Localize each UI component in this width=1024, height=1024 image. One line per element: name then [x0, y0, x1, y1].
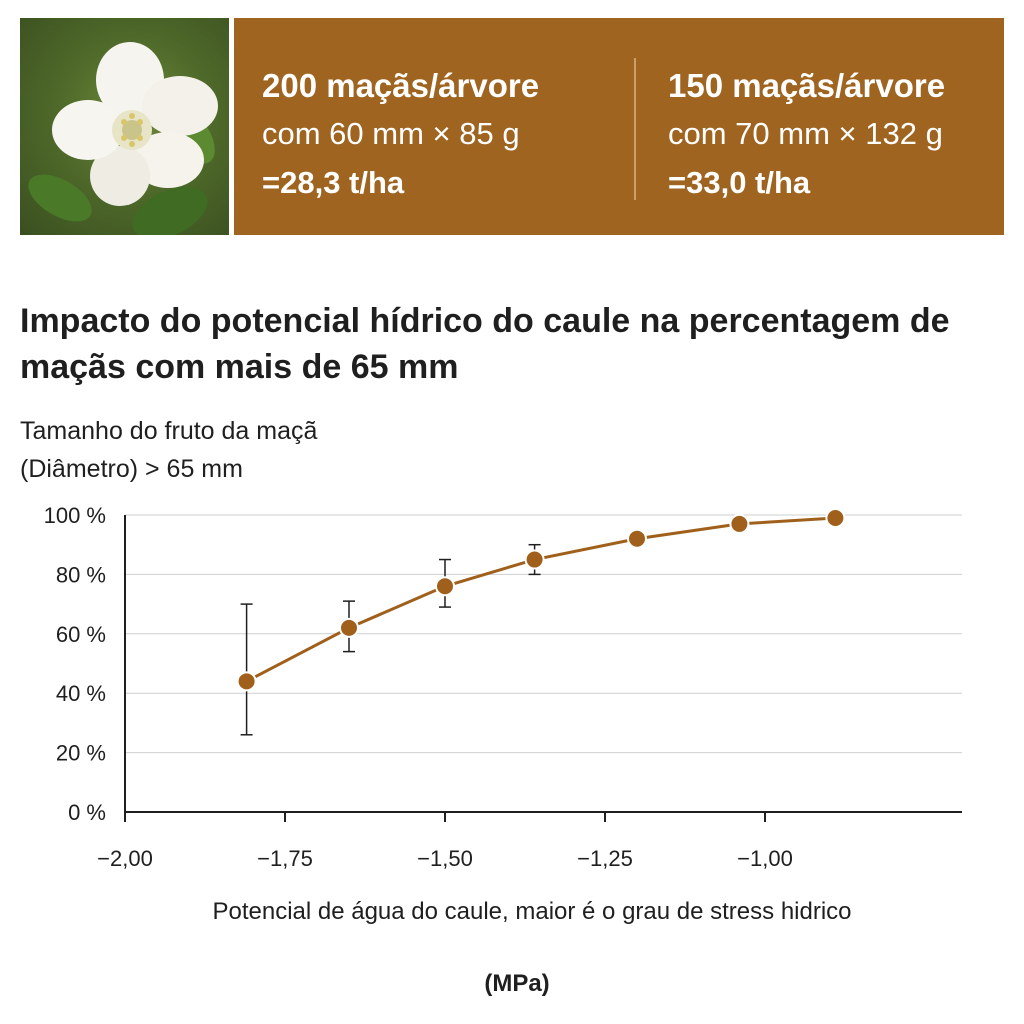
yield-scenario-left: 200 maçãs/árvore com 60 mm × 85 g =28,3 … — [262, 62, 539, 208]
scenario-right-headline: 150 maçãs/árvore — [668, 67, 946, 104]
panel-divider — [634, 58, 636, 200]
x-tick-label: −1,75 — [257, 846, 313, 871]
y-tick-label: 80 % — [56, 562, 106, 587]
y-tick-label: 20 % — [56, 741, 106, 766]
gridlines — [125, 514, 962, 754]
y-tick-label: 100 % — [44, 503, 106, 528]
apple-blossom-icon — [28, 42, 218, 235]
chart-title: Impacto do potencial hídrico do caule na… — [20, 302, 950, 386]
y-axis-label-line-2: (Diâmetro) > 65 mm — [20, 455, 243, 483]
x-tick-label: −1,25 — [577, 846, 633, 871]
y-axis-label-line-1: Tamanho do fruto da maçã — [20, 417, 318, 445]
banner: 200 maçãs/árvore com 60 mm × 85 g =28,3 … — [20, 18, 1004, 235]
data-point — [236, 671, 257, 692]
yield-scenario-right: 150 maçãs/árvore com 70 mm × 132 g =33,0… — [668, 62, 945, 208]
y-axis-label: Tamanho do fruto da maçã (Diâmetro) > 65… — [20, 412, 317, 488]
data-point — [627, 528, 647, 549]
error-bars — [240, 543, 541, 736]
axes — [124, 515, 962, 813]
data-points — [236, 507, 846, 692]
apple-blossom-photo — [20, 18, 229, 235]
data-point — [729, 513, 750, 534]
x-axis-unit: (MPa) — [484, 970, 550, 997]
data-point — [339, 617, 359, 638]
scenario-right-result: =33,0 t/ha — [668, 165, 811, 200]
series-polyline — [245, 516, 836, 683]
y-tick-label: 40 % — [56, 681, 106, 706]
series-line — [245, 516, 836, 683]
data-point — [825, 507, 846, 528]
data-point — [524, 549, 545, 570]
yield-comparison-panel: 200 maçãs/árvore com 60 mm × 85 g =28,3 … — [234, 18, 1004, 235]
data-point — [435, 576, 455, 597]
scenario-right-detail: com 70 mm × 132 g — [668, 116, 943, 151]
x-tick-label: −1,00 — [737, 846, 793, 871]
x-axis-label: Potencial de água do caule, maior é o gr… — [212, 898, 852, 925]
y-tick-label: 60 % — [56, 622, 106, 647]
y-tick-labels: 0 % 20 % 40 % 60 % 80 % 100 % — [44, 503, 106, 825]
x-tick-label: −2,00 — [97, 846, 153, 871]
scenario-left-result: =28,3 t/ha — [262, 165, 405, 200]
x-ticks: −2,00 −1,75 −1,50 −1,25 −1,00 — [97, 812, 793, 871]
scenario-left-headline: 200 maçãs/árvore — [262, 67, 540, 104]
scenario-left-detail: com 60 mm × 85 g — [262, 116, 520, 151]
y-tick-label: 0 % — [68, 800, 106, 825]
error-bar — [240, 603, 253, 736]
x-tick-label: −1,50 — [417, 846, 473, 871]
